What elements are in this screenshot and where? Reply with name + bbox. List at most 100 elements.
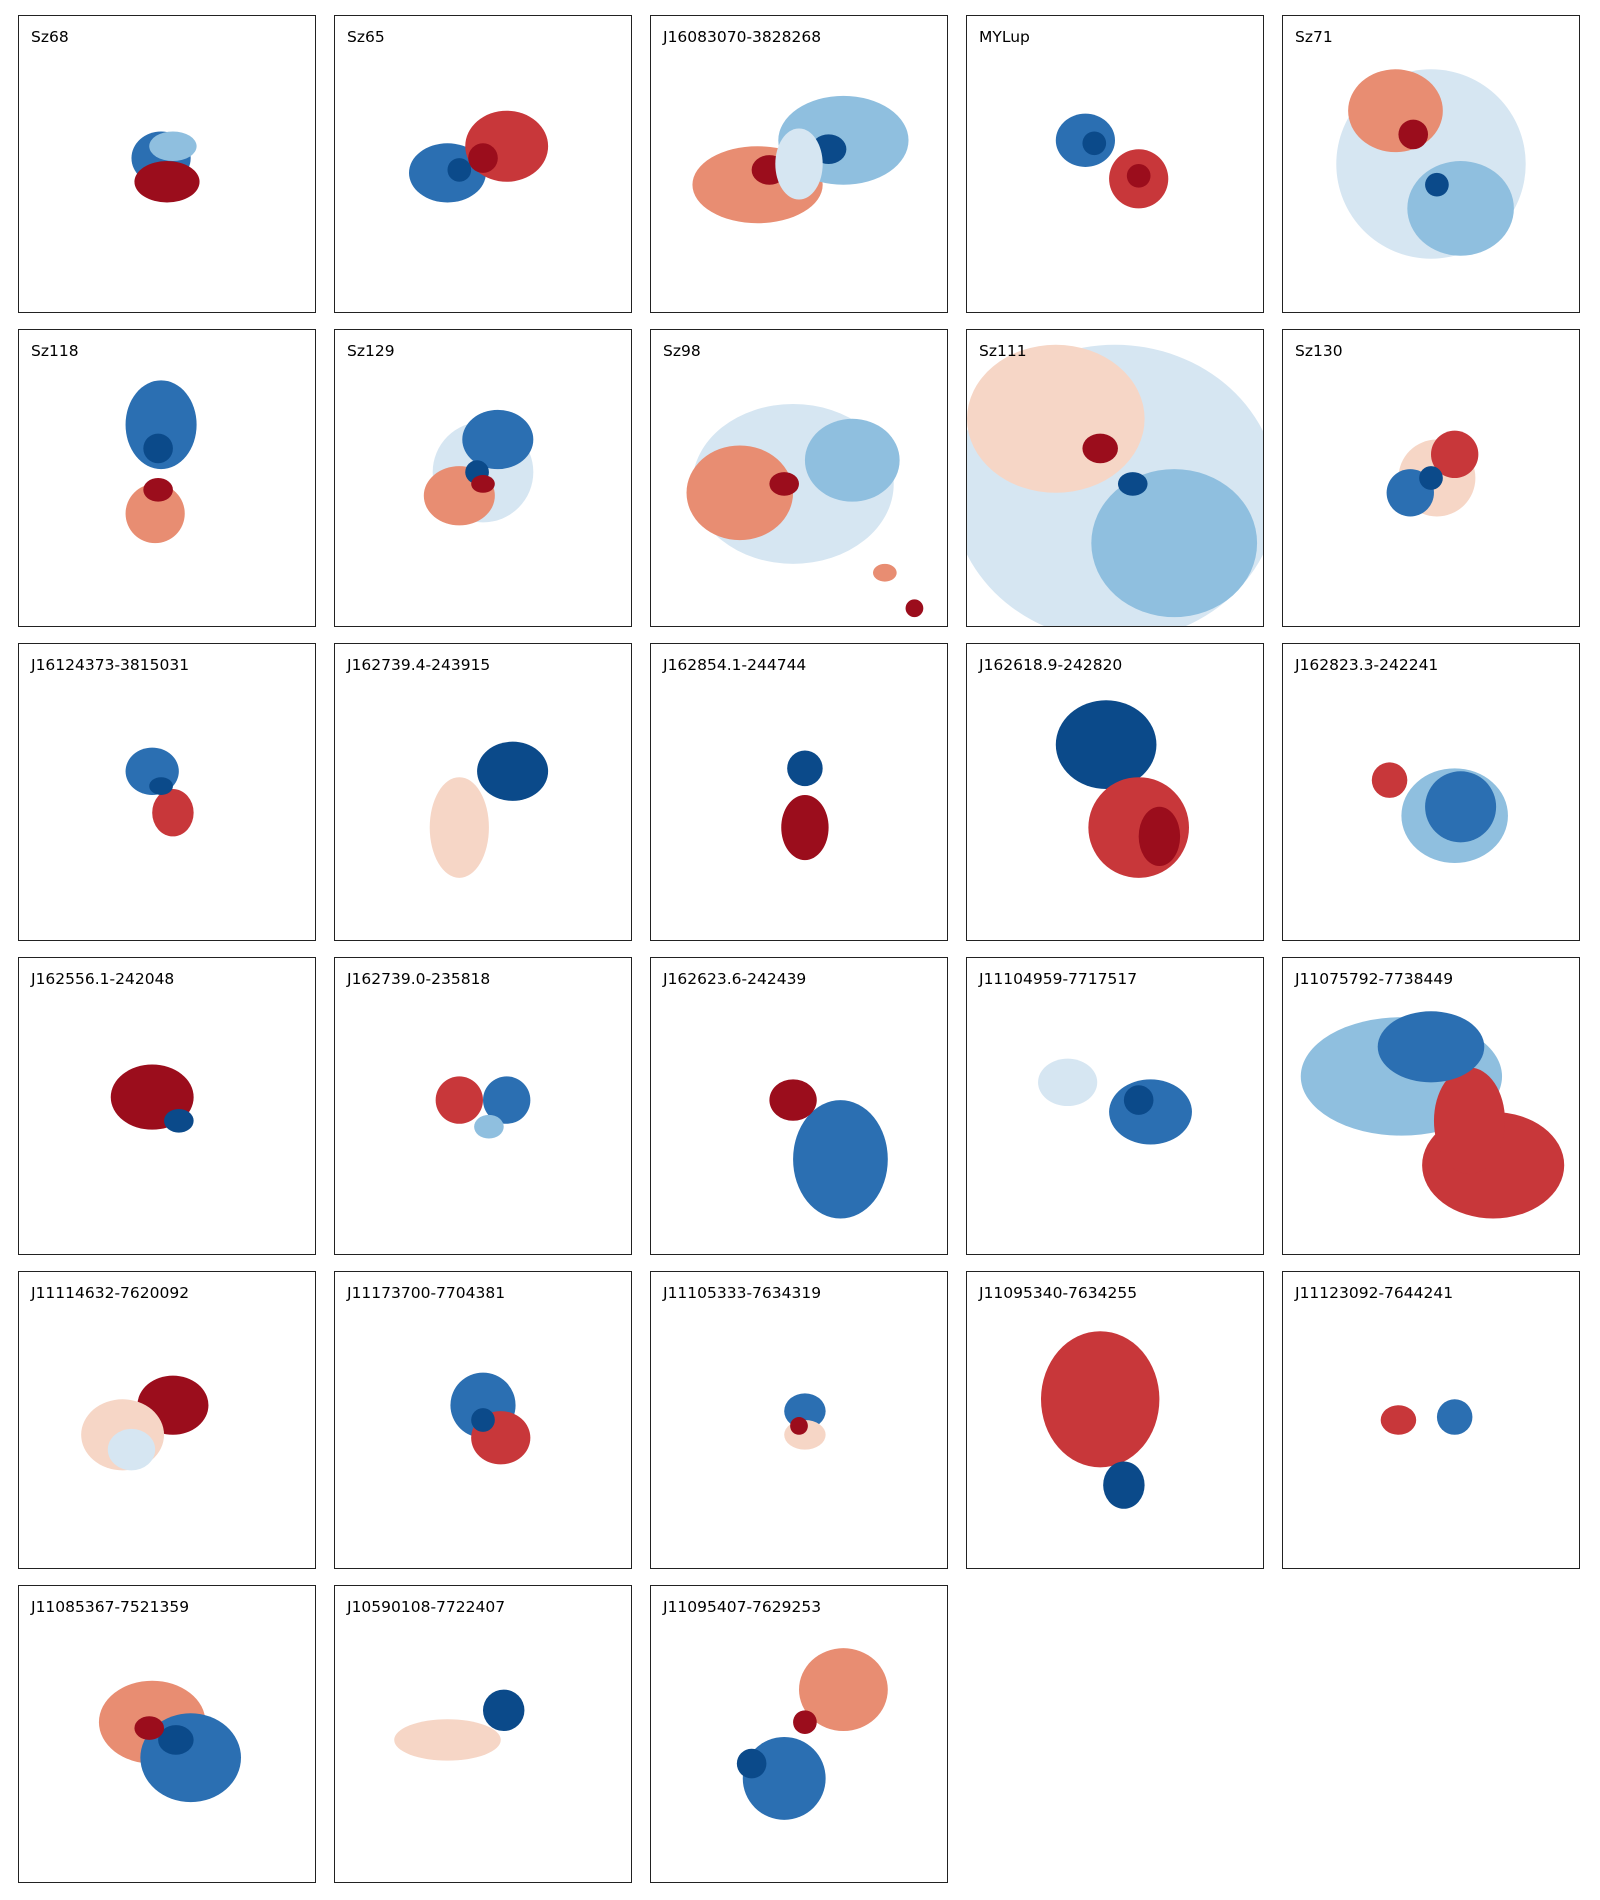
panel-title: Sz111 xyxy=(979,342,1027,360)
emission-blob xyxy=(1425,172,1449,197)
velocity-map xyxy=(1055,700,1189,878)
emission-blob xyxy=(107,1428,156,1471)
emission-blob xyxy=(1425,771,1497,843)
panel-title: Sz68 xyxy=(31,28,69,46)
velocity-map xyxy=(1038,1058,1192,1145)
panel-17: J162739.0-235818 xyxy=(334,957,632,1255)
velocity-map xyxy=(81,1375,209,1471)
emission-blob xyxy=(468,143,498,173)
panel-title: J11075792-7738449 xyxy=(1295,970,1454,988)
velocity-map xyxy=(125,380,197,544)
velocity-map xyxy=(131,131,200,203)
panel-9: Sz111 xyxy=(966,329,1264,627)
velocity-map xyxy=(110,1064,194,1133)
emission-blob xyxy=(775,128,823,200)
velocity-map xyxy=(125,747,194,837)
velocity-map xyxy=(967,344,1263,626)
panel-title: J162823.3-242241 xyxy=(1295,656,1439,674)
emission-blob xyxy=(164,1108,194,1133)
panel-title: J16124373-3815031 xyxy=(31,656,190,674)
velocity-map xyxy=(394,1689,525,1761)
emission-blob xyxy=(1038,1058,1098,1106)
panel-10: Sz130 xyxy=(1282,329,1580,627)
velocity-map xyxy=(692,95,909,224)
velocity-map xyxy=(1386,430,1479,517)
emission-blob xyxy=(462,409,534,470)
panel-2: Sz65 xyxy=(334,15,632,313)
panel-15: J162823.3-242241 xyxy=(1282,643,1580,941)
emission-blob xyxy=(787,750,823,787)
emission-blob xyxy=(793,1710,817,1734)
emission-blob xyxy=(1138,806,1181,866)
emission-blob xyxy=(447,158,472,182)
panel-12: J162739.4-243915 xyxy=(334,643,632,941)
panel-title: Sz130 xyxy=(1295,342,1343,360)
velocity-map xyxy=(409,110,549,203)
panel-4: MYLup xyxy=(966,15,1264,313)
emission-blob xyxy=(1433,1067,1505,1175)
emission-blob xyxy=(483,1689,525,1732)
emission-blob xyxy=(804,418,900,502)
panel-title: J11114632-7620092 xyxy=(31,1284,190,1302)
emission-blob xyxy=(1109,1079,1192,1145)
panel-25: J11123092-7644241 xyxy=(1282,1271,1580,1569)
panel-title: J162623.6-242439 xyxy=(663,970,807,988)
panel-title: J11173700-7704381 xyxy=(347,1284,506,1302)
panel-title: Sz65 xyxy=(347,28,385,46)
velocity-map xyxy=(769,1079,888,1219)
panel-title: Sz71 xyxy=(1295,28,1333,46)
panel-5: Sz71 xyxy=(1282,15,1580,313)
velocity-map xyxy=(1380,1399,1473,1435)
emission-blob xyxy=(435,1076,483,1124)
panel-16: J162556.1-242048 xyxy=(18,957,316,1255)
emission-blob xyxy=(1398,119,1429,150)
panel-26: J11085367-7521359 xyxy=(18,1585,316,1883)
emission-blob xyxy=(149,131,197,162)
velocity-map xyxy=(1371,762,1508,864)
emission-blob xyxy=(967,344,1145,493)
panel-6: Sz118 xyxy=(18,329,316,627)
emission-blob xyxy=(134,161,200,203)
panel-1: Sz68 xyxy=(18,15,316,313)
panel-title: J162739.4-243915 xyxy=(347,656,491,674)
panel-28: J11095407-7629253 xyxy=(650,1585,948,1883)
panel-title: J162556.1-242048 xyxy=(31,970,175,988)
emission-blob xyxy=(1091,469,1258,618)
panel-24: J11095340-7634255 xyxy=(966,1271,1264,1569)
velocity-map xyxy=(429,741,549,878)
emission-blob xyxy=(125,483,185,544)
emission-blob xyxy=(736,1748,767,1779)
panel-title: J162854.1-244744 xyxy=(663,656,807,674)
emission-blob xyxy=(769,1079,817,1121)
emission-blob xyxy=(793,1100,888,1219)
velocity-map xyxy=(435,1076,531,1139)
panel-11: J16124373-3815031 xyxy=(18,643,316,941)
emission-blob xyxy=(1055,700,1157,790)
emission-blob xyxy=(686,445,794,541)
emission-blob xyxy=(1041,1331,1160,1468)
panel-8: Sz98 xyxy=(650,329,948,627)
emission-blob xyxy=(143,433,173,464)
emission-blob xyxy=(1419,466,1443,490)
emission-blob xyxy=(1082,131,1107,156)
panel-title: J162618.9-242820 xyxy=(979,656,1123,674)
emission-blob xyxy=(1117,472,1148,496)
panel-title: J16083070-3828268 xyxy=(663,28,822,46)
emission-blob xyxy=(1431,430,1479,478)
emission-blob xyxy=(1377,1011,1485,1083)
velocity-map xyxy=(423,409,534,526)
panel-14: J162618.9-242820 xyxy=(966,643,1264,941)
panel-title: J11123092-7644241 xyxy=(1295,1284,1454,1302)
emission-blob xyxy=(873,563,897,582)
emission-blob xyxy=(1123,1085,1154,1115)
velocity-map xyxy=(450,1372,531,1465)
velocity-map xyxy=(1055,113,1169,209)
emission-blob xyxy=(799,1648,888,1732)
velocity-map xyxy=(784,1393,826,1450)
velocity-map xyxy=(736,1648,888,1820)
velocity-map xyxy=(686,404,924,618)
emission-blob xyxy=(158,1725,194,1755)
emission-blob xyxy=(1082,433,1118,464)
panel-title: Sz98 xyxy=(663,342,701,360)
emission-blob xyxy=(152,789,194,837)
